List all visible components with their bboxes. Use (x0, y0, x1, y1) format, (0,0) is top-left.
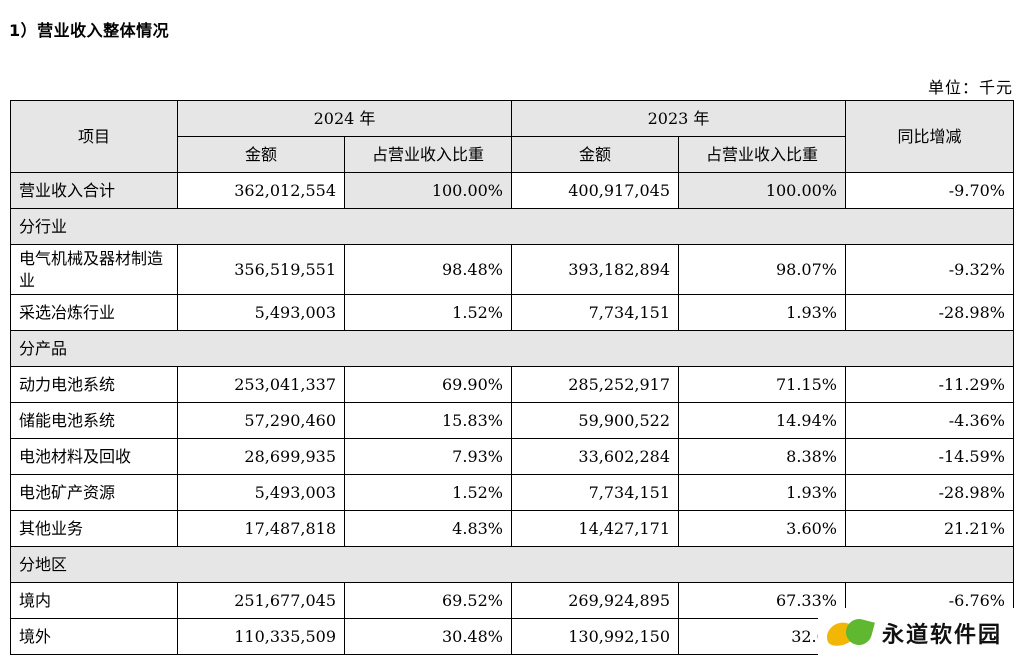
table-row: 电池矿产资源 5,493,003 1.52% 7,734,151 1.93% -… (10, 474, 1014, 511)
amount-2024: 251,677,045 (177, 582, 345, 619)
amount-2023: 14,427,171 (511, 510, 679, 547)
row-label: 境外 (10, 618, 178, 655)
header-row-columns: 金额 占营业收入比重 金额 占营业收入比重 (11, 136, 1014, 173)
row-label: 动力电池系统 (10, 366, 178, 403)
table-row: 动力电池系统 253,041,337 69.90% 285,252,917 71… (10, 366, 1014, 403)
amount-2023: 285,252,917 (511, 366, 679, 403)
amount-2024: 356,519,551 (177, 244, 345, 295)
section-row-industry: 分行业 (10, 208, 1014, 245)
header-ratio-2024: 占营业收入比重 (344, 136, 512, 173)
ratio-2023: 8.38% (678, 438, 846, 475)
amount-2023: 269,924,895 (511, 582, 679, 619)
ratio-2024: 30.48% (344, 618, 512, 655)
watermark: 永道软件园 (818, 608, 1020, 658)
ratio-2024: 7.93% (344, 438, 512, 475)
row-label: 电池矿产资源 (10, 474, 178, 511)
ratio-2023: 3.60% (678, 510, 846, 547)
header-year-2023: 2023 年 (511, 100, 846, 137)
table-row: 储能电池系统 57,290,460 15.83% 59,900,522 14.9… (10, 402, 1014, 439)
ratio-2024: 98.48% (344, 244, 512, 295)
section-heading: 1）营业收入整体情况 (9, 21, 170, 40)
amount-2024: 253,041,337 (177, 366, 345, 403)
amount-2023: 7,734,151 (511, 474, 679, 511)
ratio-2023: 1.93% (678, 474, 846, 511)
ratio-2023: 98.07% (678, 244, 846, 295)
yoy-change: -14.59% (845, 438, 1014, 475)
yoy-change: -9.32% (845, 244, 1014, 295)
yoy-change: -11.29% (845, 366, 1014, 403)
ratio-2024: 100.00% (344, 172, 512, 209)
ratio-2024: 15.83% (344, 402, 512, 439)
yoy-change: -28.98% (845, 294, 1014, 331)
yoy-change: -9.70% (845, 172, 1014, 209)
table-row: 电池材料及回收 28,699,935 7.93% 33,602,284 8.38… (10, 438, 1014, 475)
amount-2023: 400,917,045 (511, 172, 679, 209)
amount-2024: 57,290,460 (177, 402, 345, 439)
ratio-2024: 1.52% (344, 474, 512, 511)
yoy-change: 21.21% (845, 510, 1014, 547)
amount-2023: 130,992,150 (511, 618, 679, 655)
amount-2024: 28,699,935 (177, 438, 345, 475)
section-title: 分行业 (10, 208, 1014, 245)
header-yoy: 同比增减 (845, 100, 1014, 173)
header-year-2024: 2024 年 (177, 100, 512, 137)
ratio-2023: 1.93% (678, 294, 846, 331)
ratio-2023: 71.15% (678, 366, 846, 403)
watermark-text: 永道软件园 (882, 622, 1003, 648)
amount-2024: 110,335,509 (177, 618, 345, 655)
amount-2024: 17,487,818 (177, 510, 345, 547)
unit-label: 单位：千元 (927, 78, 1013, 97)
row-label: 采选冶炼行业 (10, 294, 178, 331)
amount-2024: 5,493,003 (177, 294, 345, 331)
leaf-logo-icon (823, 613, 876, 653)
yoy-change: -28.98% (845, 474, 1014, 511)
header-row-years: 项目 2024 年 2023 年 同比增减 (10, 100, 1014, 173)
ratio-2024: 69.90% (344, 366, 512, 403)
table-row: 电气机械及器材制造业 356,519,551 98.48% 393,182,89… (10, 244, 1014, 295)
row-label: 境内 (10, 582, 178, 619)
total-row: 营业收入合计 362,012,554 100.00% 400,917,045 1… (10, 172, 1014, 209)
section-title: 分地区 (10, 546, 1014, 583)
row-label: 其他业务 (10, 510, 178, 547)
amount-2023: 59,900,522 (511, 402, 679, 439)
amount-2023: 33,602,284 (511, 438, 679, 475)
ratio-2024: 4.83% (344, 510, 512, 547)
ratio-2024: 1.52% (344, 294, 512, 331)
table-row: 其他业务 17,487,818 4.83% 14,427,171 3.60% 2… (10, 510, 1014, 547)
amount-2023: 393,182,894 (511, 244, 679, 295)
ratio-2024: 69.52% (344, 582, 512, 619)
ratio-2023: 100.00% (678, 172, 846, 209)
row-label: 电气机械及器材制造业 (10, 244, 178, 295)
amount-2024: 362,012,554 (177, 172, 345, 209)
header-ratio-2023: 占营业收入比重 (678, 136, 846, 173)
amount-2024: 5,493,003 (177, 474, 345, 511)
header-amount-2024: 金额 (177, 136, 345, 173)
section-row-product: 分产品 (10, 330, 1014, 367)
amount-2023: 7,734,151 (511, 294, 679, 331)
section-row-region: 分地区 (10, 546, 1014, 583)
row-label: 营业收入合计 (10, 172, 178, 209)
row-label: 储能电池系统 (10, 402, 178, 439)
yoy-change: -4.36% (845, 402, 1014, 439)
header-amount-2023: 金额 (511, 136, 679, 173)
revenue-table: 项目 2024 年 2023 年 同比增减 金额 占营业收入比重 金额 占营业收… (10, 100, 1014, 655)
table-row: 采选冶炼行业 5,493,003 1.52% 7,734,151 1.93% -… (10, 294, 1014, 331)
section-title: 分产品 (10, 330, 1014, 367)
row-label: 电池材料及回收 (10, 438, 178, 475)
header-item: 项目 (10, 100, 178, 173)
green-leaf-icon (843, 616, 875, 648)
ratio-2023: 14.94% (678, 402, 846, 439)
